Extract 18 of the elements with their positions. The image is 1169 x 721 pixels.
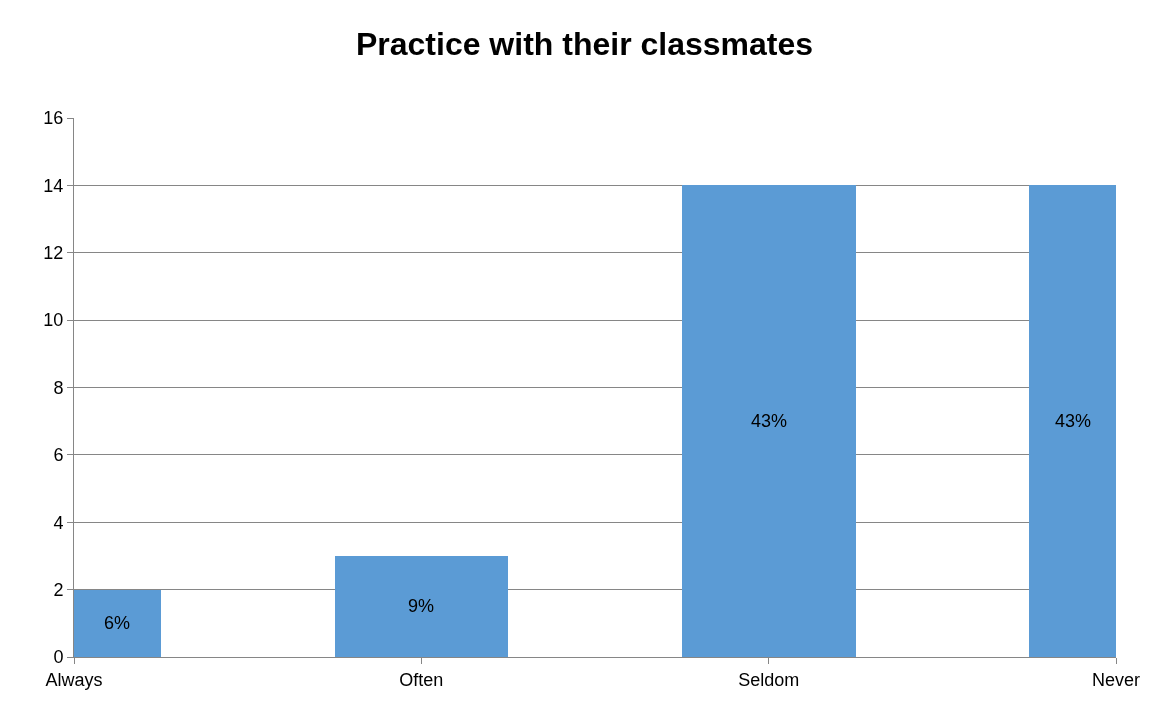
y-tick-label: 4 — [53, 512, 64, 533]
y-tick-label: 2 — [53, 579, 64, 600]
y-tick-label: 16 — [43, 108, 64, 129]
y-tick-label: 10 — [43, 310, 64, 331]
y-tick-label: 8 — [53, 377, 64, 398]
x-tick-label: Seldom — [738, 669, 800, 690]
chart-title: Practice with their classmates — [355, 25, 814, 62]
x-tick-label: Never — [1091, 669, 1141, 690]
y-tick-label: 12 — [43, 243, 64, 264]
y-tick-label: 0 — [53, 647, 64, 668]
x-tick-label: Often — [399, 669, 444, 690]
annotation: 43% — [1055, 411, 1092, 431]
x-tick-label: Always — [45, 669, 103, 690]
annotation: 43% — [751, 411, 788, 431]
y-tick-label: 14 — [43, 175, 64, 196]
annotation: 6% — [104, 613, 131, 633]
annotation: 9% — [408, 596, 435, 616]
y-tick-label: 6 — [53, 445, 64, 466]
